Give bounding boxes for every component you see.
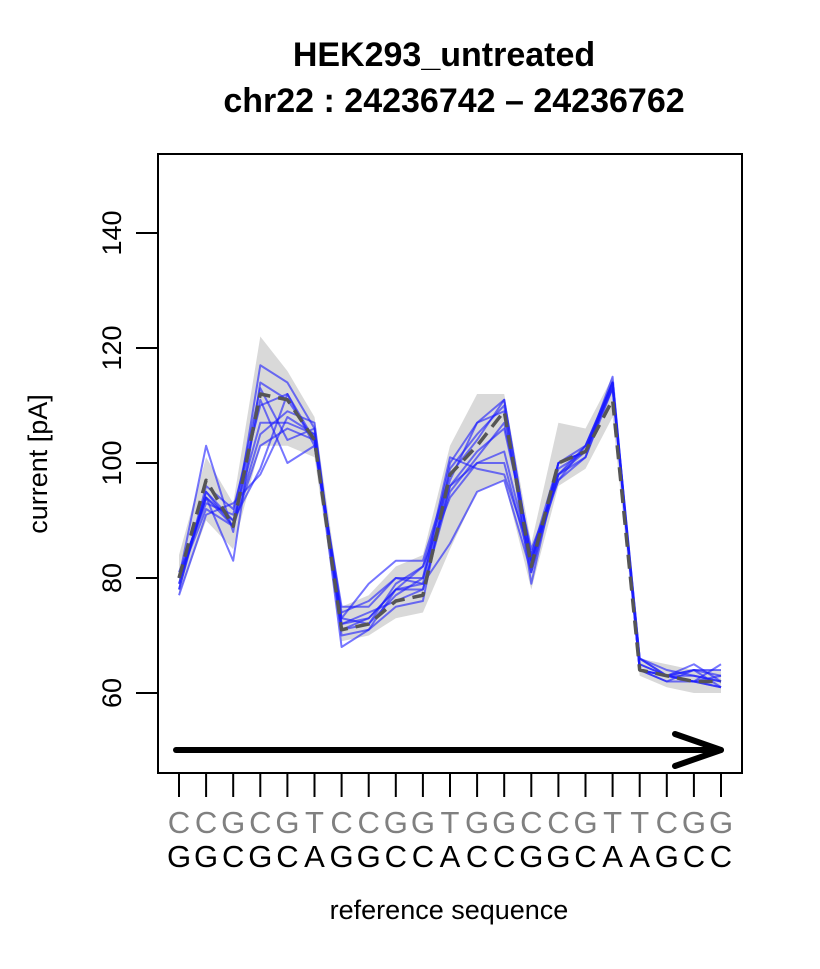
strand-arrow-head	[672, 731, 724, 769]
complement-base-3: C	[222, 839, 244, 874]
reference-base-7: C	[330, 805, 352, 840]
reference-base-6: T	[305, 805, 324, 840]
complement-base-14: G	[519, 839, 543, 874]
reference-base-12: G	[465, 805, 489, 840]
reference-base-19: C	[656, 805, 678, 840]
complement-base-17: A	[602, 839, 623, 874]
reference-sequence-labels: CGCGGCCGGCTACGCGGCGCTAGCGCCGCGGCTATACGGC…	[167, 805, 733, 874]
reference-base-14: C	[520, 805, 542, 840]
reference-base-2: C	[195, 805, 217, 840]
complement-base-6: A	[304, 839, 325, 874]
y-tick-label-60: 60	[97, 678, 127, 708]
reference-base-9: G	[384, 805, 408, 840]
reference-base-20: G	[682, 805, 706, 840]
reference-base-13: G	[492, 805, 516, 840]
chart-subtitle: chr22 : 24236742 – 24236762	[223, 82, 684, 120]
complement-base-12: C	[466, 839, 488, 874]
complement-base-4: G	[248, 839, 272, 874]
x-axis	[178, 773, 722, 797]
complement-base-16: C	[574, 839, 596, 874]
complement-base-13: C	[493, 839, 515, 874]
y-tick-label-140: 140	[97, 210, 127, 255]
reference-base-21: G	[709, 805, 733, 840]
complement-base-8: G	[357, 839, 381, 874]
complement-base-18: A	[629, 839, 650, 874]
complement-base-10: C	[412, 839, 434, 874]
reference-base-11: T	[441, 805, 460, 840]
y-tick-label-80: 80	[97, 563, 127, 593]
complement-base-1: G	[167, 839, 191, 874]
plot-area	[173, 336, 724, 769]
complement-base-11: A	[440, 839, 461, 874]
y-axis: 60 80 100 120 140	[97, 210, 158, 708]
y-tick-label-120: 120	[97, 325, 127, 370]
reference-base-18: T	[630, 805, 649, 840]
reference-base-5: G	[275, 805, 299, 840]
complement-base-21: C	[710, 839, 732, 874]
mean-trace	[177, 392, 721, 684]
reference-base-15: C	[547, 805, 569, 840]
reference-base-4: C	[249, 805, 271, 840]
complement-base-20: C	[683, 839, 705, 874]
reference-base-16: G	[573, 805, 597, 840]
x-axis-label: reference sequence	[330, 895, 569, 925]
reference-base-17: T	[603, 805, 622, 840]
complement-base-5: C	[276, 839, 298, 874]
y-axis-label: current [pA]	[23, 394, 53, 534]
complement-base-15: G	[546, 839, 570, 874]
reference-base-3: G	[221, 805, 245, 840]
complement-base-9: C	[385, 839, 407, 874]
y-tick-label-100: 100	[97, 440, 127, 485]
reference-base-10: G	[411, 805, 435, 840]
complement-base-2: G	[194, 839, 218, 874]
reference-base-8: C	[358, 805, 380, 840]
chart-title: HEK293_untreated	[293, 36, 595, 74]
complement-base-19: G	[655, 839, 679, 874]
complement-base-7: G	[330, 839, 354, 874]
reference-base-1: C	[168, 805, 190, 840]
